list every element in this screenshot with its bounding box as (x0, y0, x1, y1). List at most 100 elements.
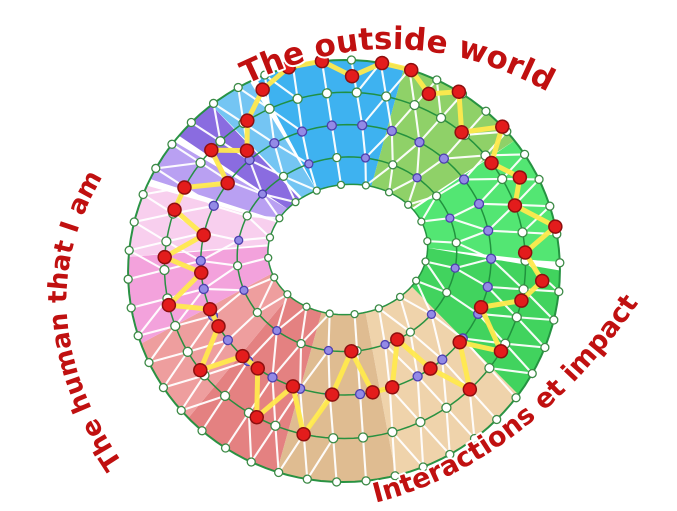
node (381, 91, 392, 102)
node (473, 198, 485, 210)
selected-node (512, 170, 528, 185)
node (124, 245, 134, 256)
selected-node (384, 380, 400, 395)
node (545, 201, 555, 211)
node (151, 163, 161, 174)
node (469, 433, 480, 444)
node (361, 476, 371, 486)
node (445, 213, 455, 223)
selected-node (365, 385, 380, 400)
node (302, 474, 312, 484)
selected-node (235, 348, 250, 364)
node (438, 153, 450, 164)
node (304, 159, 314, 169)
node (511, 312, 522, 323)
node (518, 284, 529, 295)
selected-node (250, 361, 266, 376)
node (195, 157, 206, 168)
node (418, 462, 428, 472)
sector-violet (178, 105, 300, 209)
selected-node (344, 344, 359, 359)
node (129, 217, 139, 227)
node (388, 160, 398, 170)
selected-node (517, 245, 533, 260)
node (220, 443, 231, 453)
node (270, 273, 279, 282)
node (323, 345, 334, 356)
sector-salmon-light (140, 273, 290, 418)
selected-node (534, 273, 550, 289)
node (215, 136, 226, 147)
selected-node (167, 202, 182, 218)
node (312, 186, 321, 195)
node (267, 372, 278, 383)
node (421, 257, 430, 266)
node (133, 331, 143, 341)
selected-node (390, 332, 405, 347)
selected-node (507, 198, 523, 213)
node (321, 88, 333, 99)
node (426, 309, 437, 320)
node (278, 171, 289, 181)
node (351, 87, 362, 98)
profile-path (162, 58, 558, 437)
selected-node (220, 175, 235, 191)
selected-node (451, 84, 467, 99)
node (332, 152, 342, 163)
selected-node (161, 297, 177, 313)
node (482, 281, 493, 293)
node (161, 236, 172, 247)
node (445, 449, 455, 460)
node (360, 153, 371, 163)
node (409, 99, 420, 111)
node (233, 82, 243, 93)
node (260, 70, 270, 80)
selected-node (281, 60, 296, 75)
node (554, 286, 564, 297)
node (269, 138, 280, 149)
selected-node (211, 319, 226, 334)
node (415, 416, 426, 428)
node (417, 217, 426, 226)
node (182, 346, 193, 357)
sector-violet-light (150, 141, 288, 221)
selected-node (403, 62, 419, 78)
node (534, 174, 544, 185)
node (387, 426, 398, 438)
node (126, 303, 136, 313)
node (123, 274, 133, 284)
node (437, 354, 448, 365)
selected-node (157, 249, 172, 265)
node (431, 191, 442, 201)
node (451, 238, 461, 248)
node (549, 315, 559, 325)
node (219, 390, 231, 402)
node (432, 75, 442, 85)
node (208, 98, 219, 109)
node (270, 420, 281, 431)
node (234, 235, 244, 245)
selected-node (421, 86, 437, 102)
node (265, 233, 275, 242)
node (484, 362, 495, 374)
node (264, 103, 275, 114)
node (483, 225, 494, 236)
selected-node (196, 227, 211, 243)
selected-node (285, 379, 301, 394)
selected-node (452, 334, 467, 350)
sector-blue-light (211, 81, 317, 198)
node (273, 467, 284, 478)
selected-node (462, 382, 478, 397)
node (350, 309, 359, 319)
mesh-lines (127, 58, 561, 484)
selected-node (193, 362, 208, 378)
node (412, 173, 422, 183)
node (441, 402, 452, 413)
selected-node (514, 293, 529, 308)
node (242, 211, 252, 221)
node (384, 188, 394, 197)
node (283, 290, 292, 299)
node (296, 126, 308, 137)
selected-node (255, 82, 270, 97)
